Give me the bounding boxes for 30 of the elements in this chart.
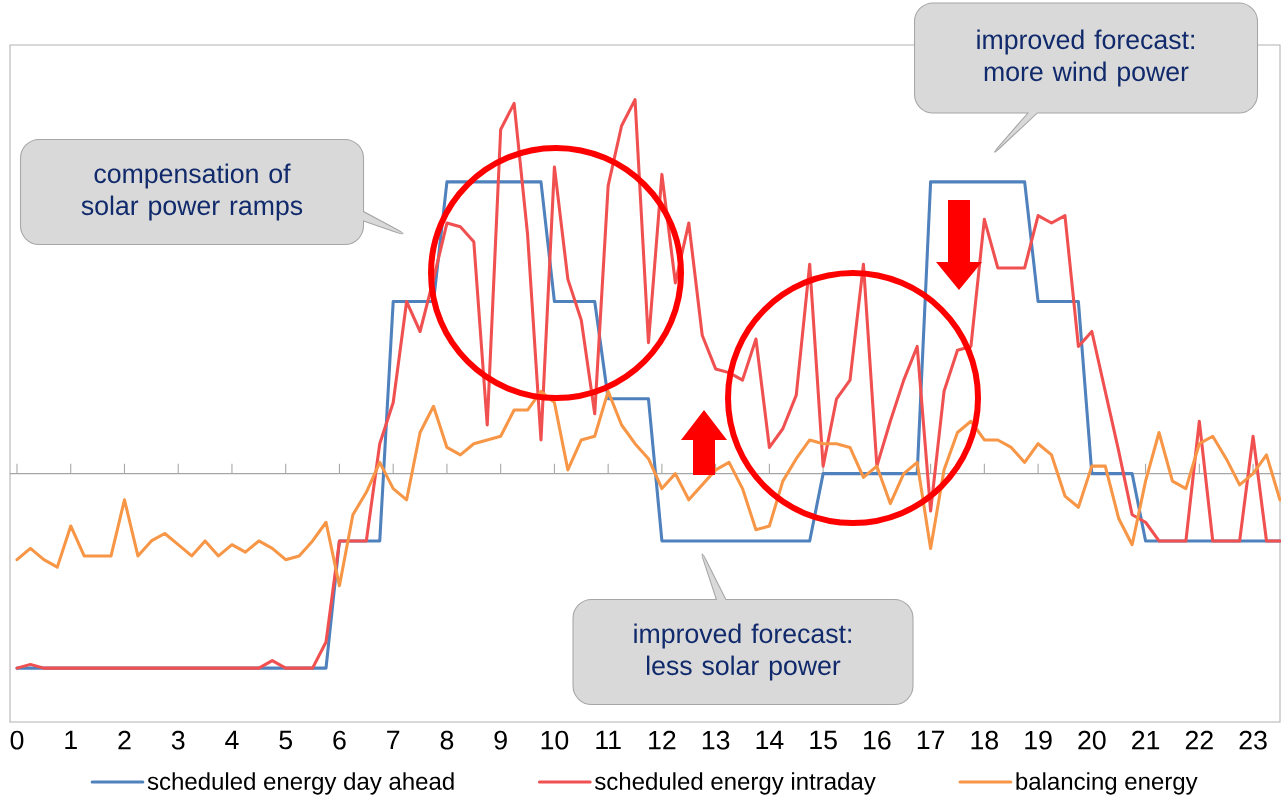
x-tick-label: 11: [596, 730, 621, 750]
x-tick-label: 22: [1185, 730, 1213, 750]
legend-label: scheduled energy day ahead: [147, 772, 454, 795]
x-tick-label: 0: [10, 730, 24, 750]
x-tick-label: 4: [225, 730, 239, 750]
x-tick-label: 17: [917, 730, 945, 750]
x-tick-label: 15: [810, 730, 837, 750]
x-tick-label: 12: [649, 730, 676, 750]
annotation: improved forecast: less solar power: [634, 623, 851, 681]
x-tick-label: 16: [864, 730, 891, 750]
x-tick-label: 6: [333, 730, 346, 750]
legend-label: balancing energy: [1016, 772, 1198, 795]
x-tick-label: 18: [971, 730, 999, 750]
x-tick-label: 8: [440, 730, 454, 750]
x-tick-label: 7: [387, 730, 400, 750]
x-tick-label: 2: [118, 730, 131, 750]
x-tick-label: 23: [1239, 730, 1267, 750]
x-tick-label: 5: [279, 730, 293, 750]
x-tick-label: 13: [702, 730, 730, 750]
legend-label: scheduled energy intraday: [594, 772, 876, 795]
x-tick-label: 9: [494, 730, 507, 750]
annotation: compensation of solar power ramps: [81, 163, 303, 221]
x-tick-label: 14: [756, 730, 784, 750]
x-tick-label: 3: [171, 730, 185, 750]
x-tick-label: 19: [1025, 730, 1052, 750]
x-tick-label: 21: [1132, 730, 1160, 750]
x-tick-label: 20: [1078, 730, 1106, 750]
text: improved forecast: more wind power: [977, 29, 1194, 87]
x-tick-label: 1: [65, 730, 77, 750]
x-tick-label: 10: [541, 730, 569, 750]
